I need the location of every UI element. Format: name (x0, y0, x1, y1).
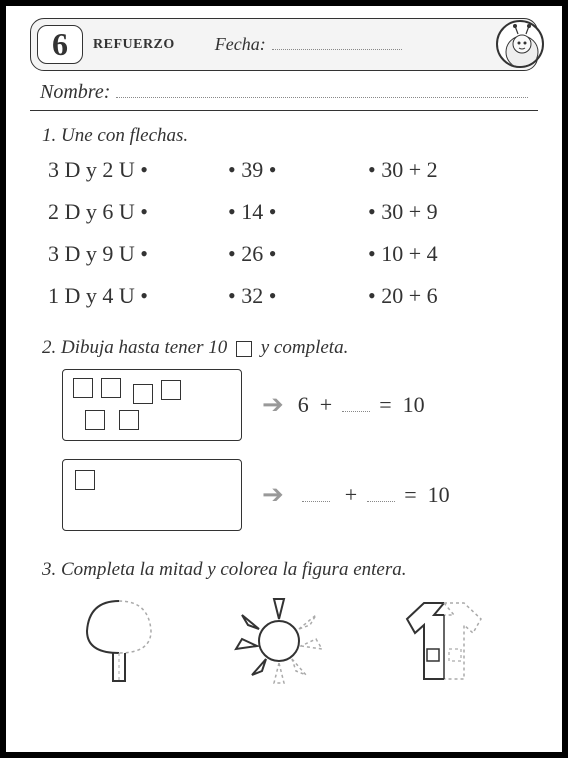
q1-left: 1 D y 4 U • (48, 283, 228, 309)
q1-right: • 20 + 6 (368, 283, 508, 309)
q1-prompt: 1. Une con flechas. (42, 125, 526, 147)
q1-match-grid: 3 D y 2 U • • 39 • • 30 + 2 2 D y 6 U • … (48, 157, 526, 309)
blank-input[interactable] (367, 501, 395, 502)
page-number: 6 (37, 25, 83, 64)
q1-row: 1 D y 4 U • • 32 • • 20 + 6 (48, 283, 526, 309)
jacket-half-icon[interactable] (389, 591, 499, 691)
q1-mid: • 14 • (228, 199, 368, 225)
fecha-input-line[interactable] (272, 49, 402, 50)
q1-mid: • 26 • (228, 241, 368, 267)
q1-mid: • 32 • (228, 283, 368, 309)
arrow-right-icon: ➔ (262, 480, 284, 510)
nombre-input-line[interactable] (116, 97, 528, 98)
blank-input[interactable] (342, 411, 370, 412)
q1-row: 2 D y 6 U • • 14 • • 30 + 9 (48, 199, 526, 225)
q1-right: • 10 + 4 (368, 241, 508, 267)
nombre-field: Nombre: (30, 75, 538, 111)
square-icon (73, 378, 93, 398)
q2-draw-box[interactable] (62, 459, 242, 531)
q1-row: 3 D y 2 U • • 39 • • 30 + 2 (48, 157, 526, 183)
fecha-field: Fecha: (215, 34, 402, 55)
q2-section: ➔ 6 + = 10 ➔ + = 10 (62, 369, 526, 531)
q3-figures (42, 591, 526, 691)
q1-left: 3 D y 9 U • (48, 241, 228, 267)
square-icon (236, 341, 252, 357)
fecha-label: Fecha: (215, 34, 266, 55)
q1-right: • 30 + 9 (368, 199, 508, 225)
q2-prompt-after: y completa. (261, 337, 349, 358)
square-icon (119, 410, 139, 430)
q2-equation: + = 10 (298, 482, 450, 508)
q1-row: 3 D y 9 U • • 26 • • 10 + 4 (48, 241, 526, 267)
tree-half-icon[interactable] (69, 591, 169, 691)
q3-prompt: 3. Completa la mitad y colorea la figura… (42, 559, 526, 581)
q2-row: ➔ 6 + = 10 (62, 369, 526, 441)
blank-input[interactable] (302, 501, 330, 502)
q1-left: 2 D y 6 U • (48, 199, 228, 225)
q1-left: 3 D y 2 U • (48, 157, 228, 183)
q1-mid: • 39 • (228, 157, 368, 183)
q2-row: ➔ + = 10 (62, 459, 526, 531)
arrow-right-icon: ➔ (262, 390, 284, 420)
q2-draw-box[interactable] (62, 369, 242, 441)
square-icon (85, 410, 105, 430)
q2-result: 10 (428, 482, 450, 507)
square-icon (133, 384, 153, 404)
q2-prompt: 2. Dibuja hasta tener 10 y completa. (42, 337, 526, 359)
worksheet-header: 6 REFUERZO Fecha: (30, 18, 538, 71)
q2-prompt-before: 2. Dibuja hasta tener 10 (42, 337, 227, 358)
q2-equation: 6 + = 10 (298, 392, 425, 418)
avatar-icon (496, 20, 544, 68)
square-icon (161, 380, 181, 400)
square-icon (101, 378, 121, 398)
q2-known: 6 (298, 392, 309, 417)
q2-result: 10 (403, 392, 425, 417)
nombre-label: Nombre: (40, 81, 110, 104)
square-icon (75, 470, 95, 490)
refuerzo-label: REFUERZO (93, 37, 175, 53)
q1-right: • 30 + 2 (368, 157, 508, 183)
sun-half-icon[interactable] (224, 591, 334, 691)
worksheet-content: 1. Une con flechas. 3 D y 2 U • • 39 • •… (6, 111, 562, 691)
